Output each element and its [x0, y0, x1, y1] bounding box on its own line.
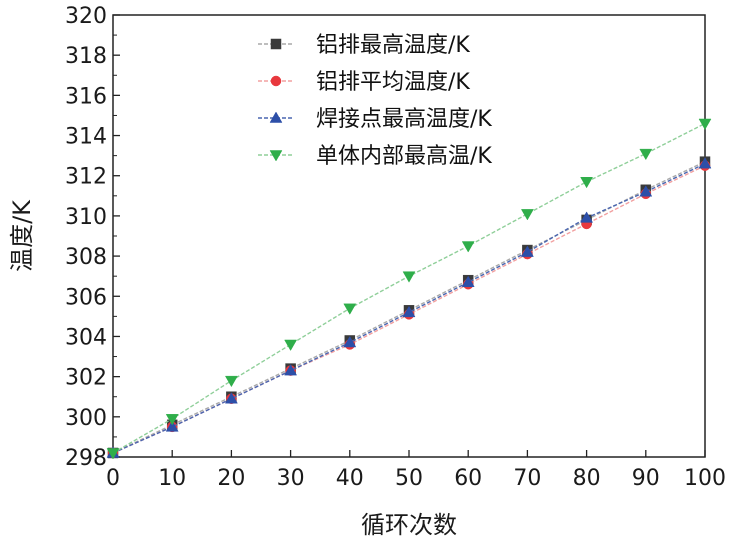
x-tick-label: 70: [513, 466, 541, 491]
y-tick-label: 308: [65, 245, 107, 270]
legend-marker: [270, 38, 282, 50]
x-tick-label: 30: [277, 466, 305, 491]
y-axis-ticks: 298 300 302 304 306 308 310 312 314 316 318 320: [65, 4, 120, 471]
data-point: [343, 303, 357, 315]
legend-label: 焊接点最高温度/K: [316, 107, 492, 132]
data-point: [461, 241, 475, 253]
x-tick-label: 50: [395, 466, 423, 491]
y-axis-title: 温度/K: [8, 199, 36, 272]
legend-label: 铝排平均温度/K: [316, 70, 470, 95]
x-tick-label: 20: [217, 466, 245, 491]
series-line: [112, 161, 706, 454]
y-tick-label: 302: [65, 366, 107, 391]
y-tick-label: 316: [65, 84, 107, 109]
x-axis-title: 循环次数: [361, 511, 457, 539]
x-tick-label: 100: [684, 466, 726, 491]
data-point: [165, 420, 179, 432]
y-tick-label: 314: [65, 125, 107, 150]
data-point: [639, 148, 653, 161]
y-tick-label: 298: [65, 446, 107, 471]
data-point: [224, 375, 238, 388]
data-point: [165, 414, 179, 426]
data-point: [580, 177, 594, 189]
y-tick-label: 306: [65, 285, 107, 310]
x-tick-label: 0: [106, 466, 120, 491]
data-point: [284, 364, 298, 376]
data-point: [639, 185, 653, 197]
legend-label: 铝排最高温度/K: [316, 33, 470, 58]
data-point: [224, 392, 238, 404]
y-tick-label: 304: [65, 325, 107, 350]
data-point: [106, 448, 120, 460]
data-point: [580, 211, 594, 223]
y-tick-label: 310: [65, 205, 107, 230]
y-tick-label: 320: [65, 4, 107, 29]
x-tick-label: 60: [454, 466, 482, 491]
legend: 铝排最高温度/K 铝排平均温度/K 焊接点最高温度/K 单体内部最高温/K: [258, 33, 492, 169]
series-line: [112, 122, 706, 454]
x-axis-ticks: 0 10 20 30 40 50 60 70 80 90 100: [106, 450, 726, 491]
data-point: [698, 157, 712, 169]
legend-marker: [270, 75, 282, 87]
x-tick-label: 90: [632, 466, 660, 491]
y-tick-label: 312: [65, 165, 107, 190]
data-point: [698, 118, 712, 130]
y-tick-label: 300: [65, 406, 107, 431]
data-point: [520, 245, 534, 257]
data-point: [343, 335, 357, 348]
legend-marker: [269, 150, 283, 162]
data-point: [402, 271, 416, 283]
series-4: [106, 118, 712, 460]
series-layer: [106, 118, 712, 460]
x-tick-label: 40: [336, 466, 364, 491]
data-point: [461, 275, 475, 287]
legend-marker: [269, 111, 283, 123]
x-tick-label: 10: [158, 466, 186, 491]
data-point: [520, 209, 534, 221]
y-tick-label: 318: [65, 44, 107, 69]
x-tick-label: 80: [573, 466, 601, 491]
data-point: [402, 305, 416, 318]
legend-label: 单体内部最高温/K: [316, 144, 492, 169]
data-point: [284, 339, 298, 351]
